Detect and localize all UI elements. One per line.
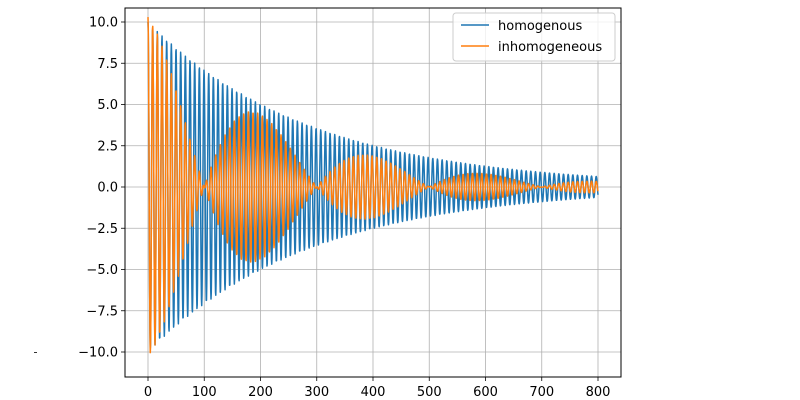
x-tick-label: 0 bbox=[144, 385, 152, 400]
y-tick-label: −7.5 bbox=[86, 304, 118, 319]
x-tick-label: 200 bbox=[248, 385, 273, 400]
x-tick-label: 300 bbox=[304, 385, 329, 400]
y-tick-label: −10.0 bbox=[78, 346, 118, 361]
y-tick-label: 0.0 bbox=[97, 181, 118, 196]
y-tick-label: 5.0 bbox=[97, 98, 118, 113]
legend-label-inhomogeneous: inhomogeneous bbox=[498, 40, 602, 55]
stray-mark bbox=[34, 352, 37, 353]
y-tick-label: 7.5 bbox=[97, 57, 118, 72]
x-tick-label: 100 bbox=[192, 385, 217, 400]
x-tick-label: 800 bbox=[586, 385, 611, 400]
x-tick-label: 500 bbox=[417, 385, 442, 400]
legend-box bbox=[452, 12, 616, 62]
y-axis: 10.0 7.5 5.0 2.5 0.0 −2.5 −5.0 −7.5 −10.0 bbox=[78, 16, 125, 361]
series-line-inhomogeneous bbox=[147, 17, 599, 354]
legend: homogenous inhomogeneous bbox=[452, 12, 616, 62]
y-tick-label: −2.5 bbox=[86, 222, 118, 237]
plot-area bbox=[147, 17, 599, 354]
x-axis: 0 100 200 300 400 500 600 700 800 bbox=[144, 377, 611, 400]
y-tick-label: −5.0 bbox=[86, 263, 118, 278]
y-tick-label: 10.0 bbox=[89, 16, 118, 31]
legend-label-homogenous: homogenous bbox=[498, 19, 582, 34]
x-tick-label: 600 bbox=[473, 385, 498, 400]
y-tick-label: 2.5 bbox=[97, 139, 118, 154]
x-tick-label: 700 bbox=[529, 385, 554, 400]
x-tick-label: 400 bbox=[361, 385, 386, 400]
